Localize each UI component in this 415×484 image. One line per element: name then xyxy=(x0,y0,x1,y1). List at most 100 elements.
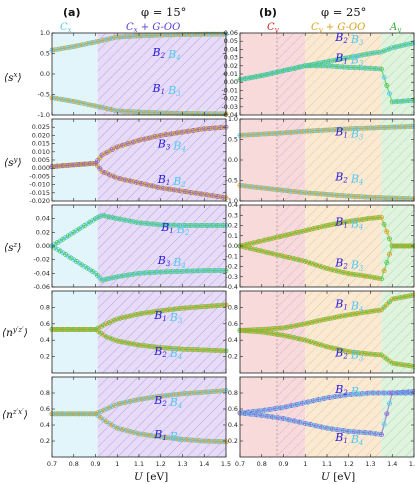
data-point-cross xyxy=(106,320,112,325)
data-point-cross xyxy=(107,276,112,281)
data-point-cross xyxy=(128,429,134,435)
data-point-cross xyxy=(327,222,333,228)
y-tick-label: 0.4 xyxy=(40,421,50,429)
data-point-cross xyxy=(406,41,411,47)
data-point-cross xyxy=(106,405,112,411)
data-point-cross xyxy=(262,249,267,255)
data-point-cross xyxy=(400,42,406,48)
y-tick-label: 0.03 xyxy=(224,54,238,62)
data-point-cross xyxy=(251,74,256,80)
data-point-cross xyxy=(294,419,300,424)
data-point-cross xyxy=(292,256,297,262)
x-tick-label: 1.1 xyxy=(322,460,332,468)
data-point-cross xyxy=(406,363,411,368)
data-point-cross xyxy=(82,41,87,47)
data-point-cross xyxy=(340,270,346,275)
data-point-cross xyxy=(319,264,324,270)
data-point-cross xyxy=(340,313,346,319)
data-point-cross xyxy=(319,424,324,430)
row-label-sx: ⟨sx⟩ xyxy=(4,71,22,84)
data-point-cross xyxy=(395,361,401,367)
data-point-cross xyxy=(340,348,346,353)
data-point-cross xyxy=(161,132,166,138)
data-point-cross xyxy=(403,42,409,48)
data-point-cross xyxy=(193,127,199,133)
data-point-cross xyxy=(180,188,185,194)
x-tick-label: 0.9 xyxy=(278,460,288,468)
data-point-cross xyxy=(286,334,292,339)
series-annotation: B1 B4 xyxy=(334,216,363,232)
data-point-cross xyxy=(294,402,300,407)
y-tick-label: 1.0 xyxy=(40,29,50,37)
y-tick-label: 0.01 xyxy=(224,70,238,78)
data-point-cross xyxy=(281,68,286,74)
data-point-cross xyxy=(245,411,251,417)
data-point-cross xyxy=(343,270,349,276)
data-point-cross xyxy=(297,336,303,342)
data-point-cross xyxy=(338,313,343,319)
data-point-cross xyxy=(95,163,101,169)
series-annotation: B2 B3 xyxy=(334,257,364,273)
data-point-cross xyxy=(376,431,382,437)
data-point-cross xyxy=(171,131,177,136)
data-point-cross xyxy=(335,268,341,274)
data-point-cross xyxy=(84,101,90,107)
data-point-cross xyxy=(142,181,147,187)
data-point-cross xyxy=(243,76,248,82)
data-point-cross xyxy=(346,55,352,60)
data-point-cross xyxy=(120,142,126,148)
y-tick-label: 0.0 xyxy=(40,70,50,78)
y-tick-label: 0.4 xyxy=(228,201,238,209)
data-point-cross xyxy=(174,436,180,442)
data-point-cross xyxy=(324,316,330,322)
data-point-cross xyxy=(302,421,308,426)
data-point-cross xyxy=(392,361,398,366)
data-point-cross xyxy=(120,315,126,320)
series-annotation: B1 B3 xyxy=(334,52,364,68)
data-point-cross xyxy=(370,50,376,56)
y-tick-label: 0.6 xyxy=(228,405,238,413)
data-point-cross xyxy=(201,192,207,197)
data-point-cross xyxy=(311,398,316,404)
data-point-cross xyxy=(324,395,330,401)
region-cygoo-hatch xyxy=(305,377,382,457)
data-point-cross xyxy=(335,427,341,433)
data-point-cross xyxy=(267,71,273,77)
data-point-cross xyxy=(185,128,191,134)
x-tick-label: 0.8 xyxy=(69,460,79,468)
y-tick-label: 0.6 xyxy=(40,320,50,328)
series-annotation: B1 B3 xyxy=(334,125,364,141)
data-point-cross xyxy=(144,182,150,188)
data-point-cross xyxy=(99,277,105,283)
data-point-cross xyxy=(163,307,169,313)
data-point-cross xyxy=(240,410,246,416)
panel-b-phi: φ = 25° xyxy=(321,5,366,19)
data-point-cross xyxy=(133,138,139,144)
data-point-cross xyxy=(240,244,246,249)
data-point-cross xyxy=(330,58,335,64)
y-tick-label: -0.04 xyxy=(221,111,238,119)
data-point-cross xyxy=(107,172,112,178)
data-point-cross xyxy=(139,343,145,348)
data-point-cross xyxy=(359,217,365,222)
data-point-cross xyxy=(55,46,60,52)
row-label-sy: ⟨sy⟩ xyxy=(4,156,22,169)
data-point-cross xyxy=(142,136,147,142)
data-point-cross xyxy=(270,406,275,412)
data-point-cross xyxy=(324,266,330,271)
data-point-cross xyxy=(351,218,357,223)
y-tick-label: -0.02 xyxy=(33,256,50,264)
data-point-cross xyxy=(251,246,256,252)
series-annotation: B2 B3 xyxy=(334,347,364,363)
data-point-cross xyxy=(142,396,147,401)
data-point-cross xyxy=(389,45,395,51)
y-tick-label: 0.8 xyxy=(40,303,50,311)
data-point-cross xyxy=(139,137,145,143)
data-point-cross xyxy=(142,310,147,316)
data-point-cross xyxy=(256,73,262,79)
y-tick-label: 0.010 xyxy=(32,148,50,156)
data-point-cross xyxy=(68,98,74,104)
data-point-cross xyxy=(136,397,142,402)
series-annotation: B2 B4 xyxy=(152,46,181,62)
